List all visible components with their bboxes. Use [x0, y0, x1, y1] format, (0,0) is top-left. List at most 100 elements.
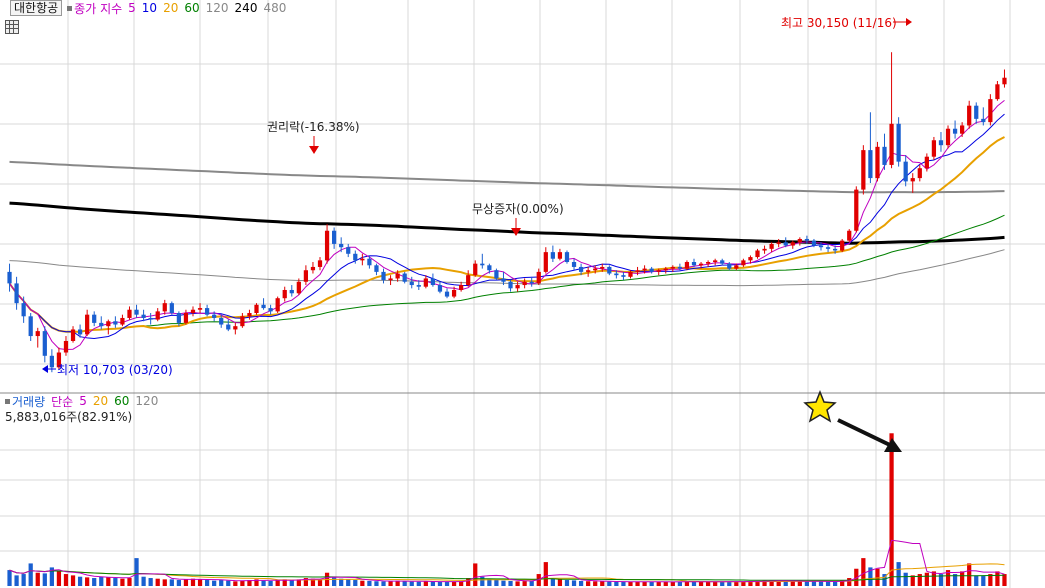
candle	[790, 242, 795, 246]
volume-bar	[945, 570, 951, 586]
volume-bar	[910, 575, 915, 586]
candle	[614, 273, 619, 276]
candle	[889, 123, 894, 165]
low-marker-arrow	[42, 365, 48, 373]
candle	[494, 270, 499, 279]
stock-name-button[interactable]: 대한항공	[10, 0, 63, 16]
candle	[212, 314, 217, 318]
volume-bar	[931, 571, 937, 586]
volume-bar	[268, 580, 273, 586]
candle	[70, 329, 76, 341]
volume-bar	[847, 578, 852, 586]
candle	[783, 242, 788, 246]
volume-bar	[240, 580, 245, 586]
volume-bar	[649, 581, 654, 586]
rights-marker-arrow	[309, 146, 319, 154]
candle	[162, 303, 167, 312]
volume-bar	[261, 580, 266, 586]
volume-bar	[444, 582, 450, 586]
volume-bar	[741, 581, 746, 586]
ma-period-10: 10	[141, 1, 158, 15]
volume-bar	[480, 576, 485, 586]
candle	[811, 240, 817, 246]
volume-bar	[691, 581, 697, 586]
candle	[698, 263, 704, 266]
volume-bar	[85, 577, 90, 586]
volume-bar	[833, 581, 838, 586]
volume-ma-period-60: 60	[114, 394, 130, 408]
candle	[99, 322, 104, 327]
low-label: 최저 10,703 (03/20)	[57, 363, 173, 377]
candle	[960, 125, 965, 134]
candle	[409, 281, 414, 286]
moving-average-line	[9, 160, 1005, 194]
volume-bar	[42, 573, 47, 586]
candle	[734, 265, 739, 269]
candle	[691, 262, 697, 266]
volume-bar	[395, 580, 400, 586]
candlestick-series	[7, 52, 1007, 373]
volume-bar	[402, 581, 407, 586]
volume-bar	[571, 580, 577, 586]
volume-bar	[889, 433, 894, 586]
candle	[642, 268, 647, 271]
volume-bar	[289, 580, 294, 586]
candle	[317, 260, 323, 267]
candle	[430, 278, 436, 286]
candle	[353, 253, 358, 261]
volume-bar	[755, 580, 760, 586]
rights-label: 권리락(-16.38%)	[267, 120, 360, 134]
volume-bar	[684, 581, 690, 586]
candle	[77, 329, 83, 335]
ma-period-480: 480	[263, 1, 287, 15]
volume-bar	[113, 578, 118, 586]
candle	[677, 266, 682, 269]
volume-bar	[656, 582, 661, 586]
volume-bar	[924, 572, 929, 586]
table-icon[interactable]	[5, 20, 19, 34]
volume-ma-label: 단순	[51, 394, 74, 409]
candle	[261, 304, 266, 309]
volume-bar	[35, 572, 40, 586]
candle	[219, 317, 224, 325]
candle	[713, 260, 718, 263]
candle	[501, 278, 506, 282]
candle	[289, 289, 294, 294]
candle	[557, 252, 563, 259]
volume-bar	[515, 581, 520, 586]
candle	[952, 128, 958, 134]
volume-bar	[628, 581, 633, 586]
volume-bar	[99, 576, 104, 586]
volume-bar	[388, 580, 393, 586]
moving-average-line	[9, 249, 1005, 287]
volume-bar	[854, 568, 859, 586]
candle	[437, 285, 443, 292]
volume-bar	[974, 575, 979, 586]
volume-bar	[332, 576, 337, 586]
volume-bar	[938, 574, 944, 586]
candle	[741, 260, 746, 266]
volume-bar	[952, 574, 958, 586]
volume-bar	[162, 579, 167, 586]
candle	[254, 304, 259, 314]
volume-bar	[416, 581, 421, 586]
candle	[466, 275, 471, 286]
volume-bar	[204, 580, 210, 586]
current-volume: 5,883,016주(82.91%)	[5, 410, 133, 424]
volume-ma-period-list: 5 20 60 120	[73, 394, 158, 408]
candle	[303, 270, 309, 282]
candle	[423, 278, 428, 287]
candle	[183, 313, 189, 323]
candle	[21, 303, 26, 317]
candle	[332, 230, 337, 244]
candle	[416, 285, 421, 287]
candle	[508, 281, 513, 289]
candle	[113, 321, 118, 325]
high-label: 최고 30,150 (11/16)	[781, 16, 897, 30]
candle	[529, 281, 534, 284]
candle	[480, 263, 485, 266]
volume-bar	[303, 578, 309, 586]
candle	[896, 123, 901, 162]
ma-period-240: 240	[234, 1, 258, 15]
